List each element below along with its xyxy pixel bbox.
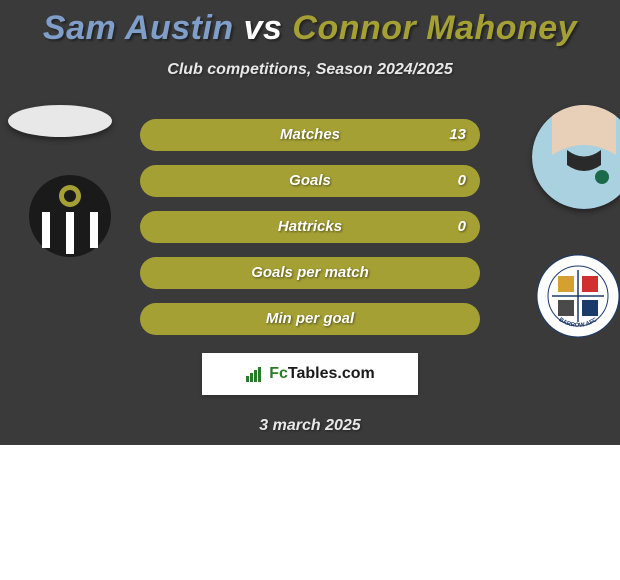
- footer-attribution: FcTables.com: [202, 353, 418, 395]
- subtitle: Club competitions, Season 2024/2025: [0, 61, 620, 79]
- player1-avatar: [8, 105, 112, 137]
- chart-icon: [245, 365, 263, 383]
- player2-name: Connor Mahoney: [292, 9, 577, 47]
- club2-badge: BARROW AFC: [528, 254, 620, 338]
- stat-pill: Goals per match: [140, 257, 480, 289]
- stat-label: Goals: [289, 172, 331, 189]
- stat-pill: Hattricks 0: [140, 211, 480, 243]
- player1-name: Sam Austin: [43, 9, 234, 47]
- date-text: 3 march 2025: [0, 417, 620, 435]
- footer-prefix: Fc: [269, 365, 288, 382]
- vs-text: vs: [244, 9, 283, 47]
- stat-value-right: 13: [449, 126, 466, 143]
- page-title: Sam Austin vs Connor Mahoney: [0, 0, 620, 49]
- stat-row: Min per goal: [0, 303, 620, 335]
- stat-label: Hattricks: [278, 218, 342, 235]
- club1-badge: [20, 174, 120, 258]
- stat-pill: Min per goal: [140, 303, 480, 335]
- footer-brand: FcTables.com: [269, 365, 375, 383]
- stat-label: Goals per match: [251, 264, 369, 281]
- stat-pill: Matches 13: [140, 119, 480, 151]
- footer-suffix: Tables.com: [288, 365, 375, 382]
- stat-label: Matches: [280, 126, 340, 143]
- stat-row: Goals per match: [0, 257, 620, 289]
- main-content: Sam Austin vs Connor Mahoney Club compet…: [0, 0, 620, 435]
- stats-area: BARROW AFC Matches13Goals0Hattricks0Goal…: [0, 119, 620, 335]
- stat-pill: Goals 0: [140, 165, 480, 197]
- stat-value-right: 0: [458, 172, 466, 189]
- stat-label: Min per goal: [266, 310, 354, 327]
- stat-value-right: 0: [458, 218, 466, 235]
